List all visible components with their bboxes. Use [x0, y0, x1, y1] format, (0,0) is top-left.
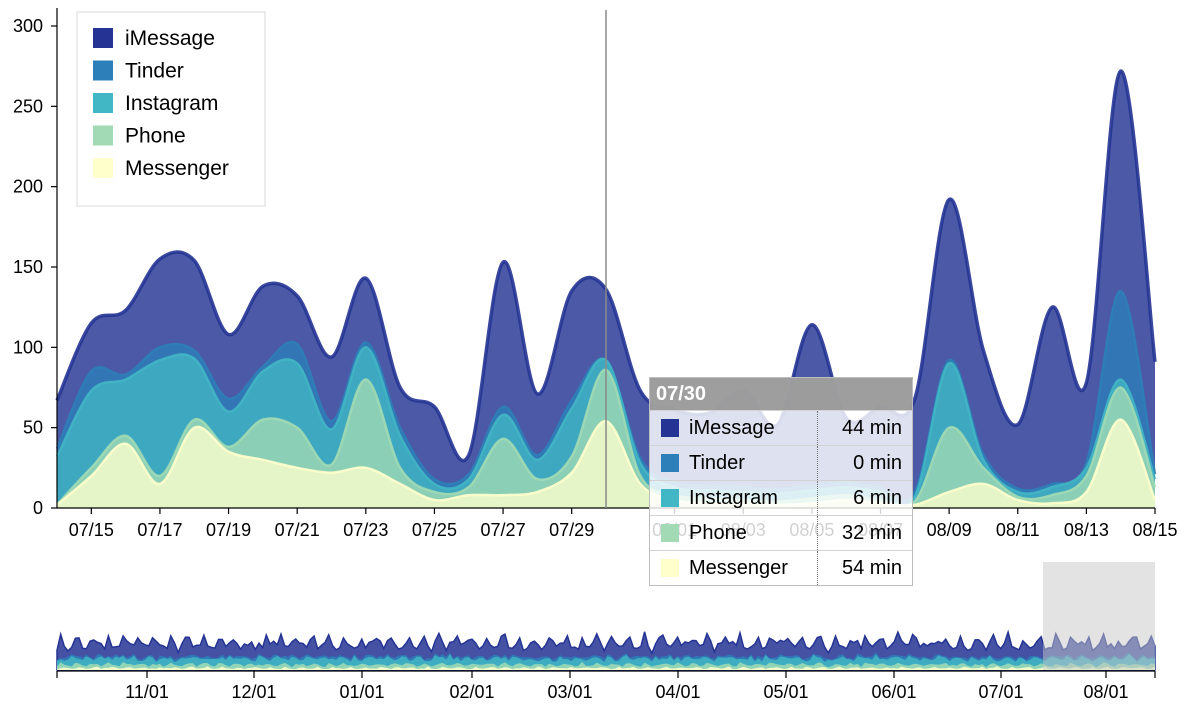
tooltip-series-value: 0 min: [817, 446, 912, 480]
tooltip-swatch: [661, 419, 679, 437]
tooltip-series-value: 44 min: [817, 411, 912, 445]
tooltip-series-value: 32 min: [817, 516, 912, 550]
overview-x-axis: 11/01 12/01 01/01 02/01 03/01 04/01 05/01 06/01…: [56, 670, 1156, 702]
legend-swatch-imessage: [93, 28, 113, 48]
x-tick-label: 07/17: [137, 520, 182, 540]
y-tick-label: 150: [13, 257, 43, 277]
overview-x-tick-label: 07/01: [978, 682, 1023, 702]
overview-x-tick-label: 08/01: [1083, 682, 1128, 702]
y-tick-label: 250: [13, 96, 43, 116]
tooltip-row-tinder: Tinder 0 min: [650, 445, 912, 480]
tooltip-series-value: 6 min: [817, 481, 912, 515]
tooltip-row-imessage: iMessage 44 min: [650, 410, 912, 445]
x-tick-label: 07/21: [275, 520, 320, 540]
overview-x-tick-label: 02/01: [449, 682, 494, 702]
tooltip-row-phone: Phone 32 min: [650, 515, 912, 550]
tooltip-swatch: [661, 454, 679, 472]
legend-swatch-tinder: [93, 60, 113, 81]
y-axis: 0 50 100 150 200 250 300: [13, 8, 58, 518]
x-tick-label: 08/13: [1064, 520, 1109, 540]
overview-x-tick-label: 11/01: [125, 682, 169, 702]
legend-label-instagram: Instagram: [125, 92, 218, 115]
tooltip-row-instagram: Instagram 6 min: [650, 480, 912, 515]
tooltip-title: 07/30: [650, 378, 912, 410]
legend-swatch-instagram: [93, 93, 113, 113]
y-tick-label: 50: [23, 418, 43, 438]
tooltip-swatch: [661, 559, 679, 577]
tooltip-swatch: [661, 524, 679, 542]
legend-label-messenger: Messenger: [125, 157, 229, 180]
x-tick-label: 07/23: [343, 520, 388, 540]
tooltip-swatch: [661, 489, 679, 507]
overview-plot[interactable]: [56, 629, 1156, 671]
x-tick-label: 07/25: [412, 520, 457, 540]
y-tick-label: 300: [13, 16, 43, 36]
x-tick-label: 08/11: [996, 520, 1040, 540]
x-tick-label: 07/29: [549, 520, 594, 540]
x-tick-label: 07/15: [69, 520, 114, 540]
x-axis: 07/15 07/17 07/19 07/21 07/23 07/25 07/27 07/29…: [57, 507, 1178, 540]
legend-swatch-phone: [93, 125, 113, 146]
overview-x-tick-label: 04/01: [655, 682, 700, 702]
area-imessage[interactable]: [57, 70, 1155, 509]
legend-label-imessage: iMessage: [125, 27, 215, 50]
x-tick-label: 07/19: [206, 520, 251, 540]
brush-selection[interactable]: [1043, 562, 1155, 670]
tooltip-series-value: 54 min: [817, 551, 912, 585]
y-tick-label: 0: [33, 498, 43, 518]
overview-x-tick-label: 06/01: [871, 682, 916, 702]
overview-x-tick-label: 05/01: [763, 682, 808, 702]
legend: iMessage Tinder Instagram Phone Messenger: [76, 11, 266, 207]
tooltip-series-name: iMessage: [689, 416, 775, 439]
tooltip-series-name: Tinder: [689, 451, 745, 474]
overview-x-tick-label: 03/01: [547, 682, 592, 702]
tooltip-series-name: Messenger: [689, 556, 788, 579]
legend-swatch-messenger: [93, 158, 113, 178]
x-tick-label: 07/27: [481, 520, 526, 540]
legend-label-phone: Phone: [125, 125, 186, 148]
line-imessage: [55, 69, 1157, 463]
legend-label-tinder: Tinder: [125, 60, 184, 83]
x-tick-label: 08/09: [927, 520, 972, 540]
y-tick-label: 100: [13, 337, 43, 357]
overview-x-tick-label: 01/01: [339, 682, 384, 702]
overview-x-tick-label: 12/01: [231, 682, 276, 702]
x-tick-label: 08/15: [1132, 520, 1177, 540]
tooltip-series-name: Phone: [689, 521, 747, 544]
y-tick-label: 200: [13, 177, 43, 197]
tooltip: 07/30 iMessage 44 min Tinder 0 min Insta…: [649, 377, 913, 586]
tooltip-series-name: Instagram: [689, 486, 778, 509]
tooltip-row-messenger: Messenger 54 min: [650, 550, 912, 585]
overview-area-messenger: [57, 666, 1155, 670]
